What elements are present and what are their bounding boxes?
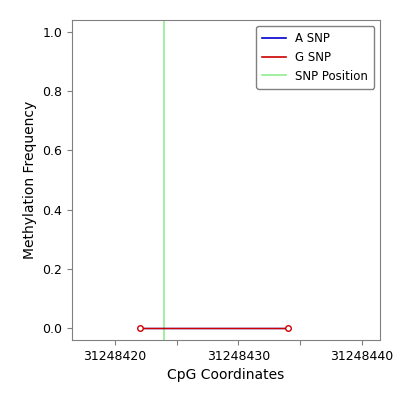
Y-axis label: Methylation Frequency: Methylation Frequency: [23, 101, 37, 259]
X-axis label: CpG Coordinates: CpG Coordinates: [167, 368, 285, 382]
Legend: A SNP, G SNP, SNP Position: A SNP, G SNP, SNP Position: [256, 26, 374, 88]
